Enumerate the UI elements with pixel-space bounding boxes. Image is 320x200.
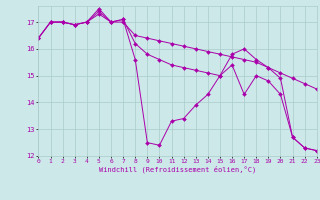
X-axis label: Windchill (Refroidissement éolien,°C): Windchill (Refroidissement éolien,°C) <box>99 165 256 173</box>
